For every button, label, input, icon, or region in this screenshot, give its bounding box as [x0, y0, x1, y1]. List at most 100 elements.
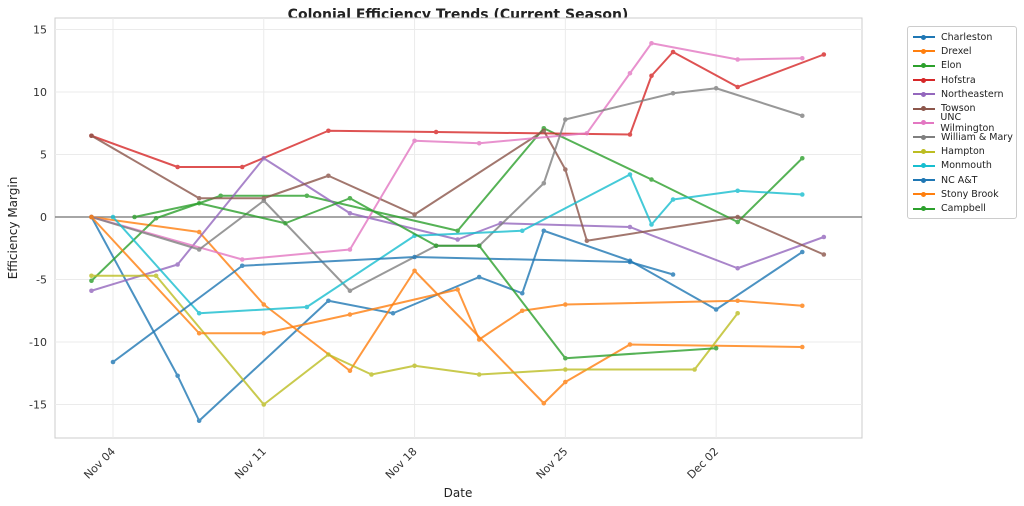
legend-item-stony-brook: Stony Brook	[908, 187, 1016, 201]
data-point-elon	[89, 278, 94, 284]
y-tick-label: 0	[40, 211, 47, 224]
y-tick-label: 10	[33, 86, 47, 99]
data-point-elon	[799, 155, 805, 161]
data-point-northeastern	[627, 224, 633, 230]
data-point-elon	[735, 219, 740, 225]
data-point-towson	[563, 167, 568, 172]
data-point-northeastern	[175, 262, 180, 267]
data-point-unc-wilmington	[627, 70, 633, 76]
data-point-stony-brook	[89, 214, 94, 220]
y-tick-label: -15	[29, 399, 47, 412]
data-point-william-mary	[799, 113, 805, 119]
data-point-campbell	[347, 195, 353, 201]
data-point-william-mary	[541, 180, 547, 186]
data-point-charleston	[175, 373, 180, 379]
x-axis-ticks: Nov 04 Nov 11 Nov 18 Nov 25 Dec 02	[81, 445, 721, 482]
x-axis-label: Date	[444, 486, 473, 500]
data-point-stony-brook	[519, 308, 525, 314]
data-point-campbell	[196, 200, 202, 206]
x-tick-label: Nov 18	[383, 445, 420, 482]
series-hampton	[89, 273, 740, 407]
data-point-nc-a-t	[239, 263, 245, 269]
y-tick-label: -5	[36, 274, 47, 287]
legend-item-towson: Towson	[908, 101, 1016, 115]
legend-swatch	[913, 204, 935, 214]
legend-label: Drexel	[941, 45, 972, 57]
legend-label: Elon	[941, 60, 962, 72]
data-point-monmouth	[196, 310, 202, 316]
grid	[55, 18, 862, 438]
legend-label: Charleston	[941, 31, 993, 43]
data-point-hampton	[261, 402, 267, 407]
data-point-hofstra	[627, 132, 633, 137]
data-point-hampton	[476, 372, 482, 377]
data-point-stony-brook	[261, 330, 267, 336]
data-point-towson	[196, 195, 202, 201]
legend-swatch	[913, 189, 935, 199]
legend-item-monmouth: Monmouth	[908, 159, 1016, 173]
data-point-campbell	[563, 355, 568, 361]
legend-swatch	[913, 46, 935, 56]
data-point-towson	[412, 212, 417, 217]
series-line-hofstra	[91, 51, 825, 168]
legend-item-campbell: Campbell	[908, 202, 1016, 216]
data-point-towson	[821, 252, 827, 257]
data-point-stony-brook	[347, 312, 353, 317]
legend-swatch	[913, 104, 935, 114]
series-line-stony-brook	[90, 216, 803, 341]
data-point-charleston	[390, 310, 396, 316]
data-point-northeastern	[89, 288, 94, 294]
data-point-hofstra	[239, 164, 245, 170]
data-point-monmouth	[735, 188, 740, 194]
data-point-towson	[326, 173, 331, 179]
data-point-drexel	[627, 342, 633, 347]
data-point-northeastern	[347, 210, 353, 216]
data-point-charleston	[541, 228, 547, 234]
data-point-hofstra	[821, 52, 827, 57]
series-line-campbell	[134, 197, 717, 360]
y-tick-label: 5	[40, 149, 47, 162]
y-axis-ticks: -15 -10 -5 0 5 10 15	[29, 24, 47, 412]
plot-area	[54, 17, 863, 439]
legend-label: William & Mary	[941, 131, 1013, 143]
data-point-stony-brook	[799, 303, 805, 309]
data-point-stony-brook	[476, 337, 482, 342]
data-point-william-mary	[261, 198, 267, 204]
data-point-unc-wilmington	[799, 55, 805, 61]
data-point-charleston	[713, 307, 719, 312]
series-campbell	[132, 195, 719, 361]
series-northeastern	[89, 155, 827, 294]
data-point-monmouth	[670, 197, 676, 202]
series-line-hampton	[91, 274, 739, 406]
data-point-hampton	[153, 273, 159, 279]
data-point-northeastern	[261, 155, 267, 161]
data-point-campbell	[132, 214, 137, 220]
x-tick-label: Nov 25	[534, 445, 571, 482]
data-point-william-mary	[713, 85, 719, 91]
data-point-hampton	[326, 352, 331, 357]
data-point-hofstra	[670, 49, 676, 55]
data-point-stony-brook	[196, 330, 202, 336]
data-point-unc-wilmington	[476, 140, 482, 146]
legend-swatch	[913, 89, 935, 99]
data-point-towson	[89, 133, 94, 139]
y-tick-label: -10	[29, 336, 47, 349]
legend-label: Stony Brook	[941, 188, 999, 200]
data-point-towson	[584, 238, 590, 244]
legend-item-charleston: Charleston	[908, 30, 1016, 44]
data-point-william-mary	[196, 247, 202, 252]
legend-swatch	[913, 61, 935, 71]
data-point-stony-brook	[563, 302, 568, 307]
data-point-northeastern	[821, 234, 827, 240]
legend-label: Monmouth	[941, 160, 992, 172]
data-point-monmouth	[799, 192, 805, 197]
legend-label: Hofstra	[941, 74, 976, 86]
data-point-monmouth	[304, 304, 310, 310]
data-point-unc-wilmington	[584, 130, 590, 136]
data-point-hampton	[692, 367, 697, 372]
data-point-hampton	[735, 310, 740, 316]
y-tick-label: 15	[33, 24, 47, 37]
series-monmouth	[110, 172, 805, 316]
data-point-elon	[455, 228, 460, 234]
series-line-towson	[90, 129, 825, 256]
